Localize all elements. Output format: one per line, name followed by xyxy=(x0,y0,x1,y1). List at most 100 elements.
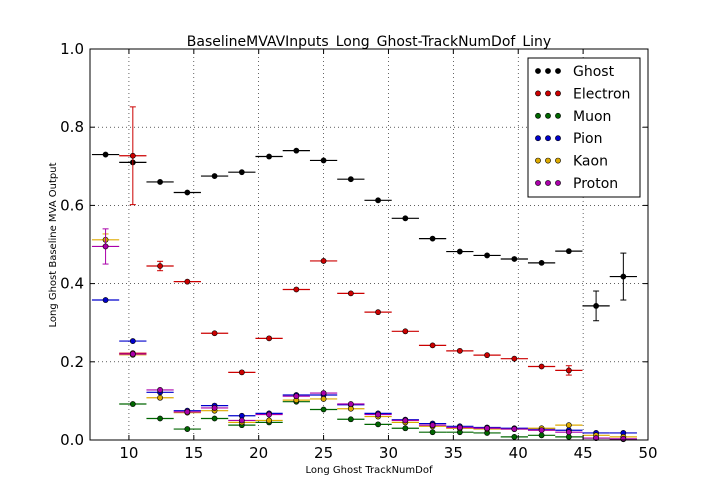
legend-marker xyxy=(535,68,541,74)
data-point xyxy=(184,426,191,432)
data-point xyxy=(375,411,381,418)
legend: Ghost Electron Muon Pion Kaon Proton xyxy=(527,57,641,198)
legend-marker xyxy=(555,157,561,164)
data-point xyxy=(511,256,518,262)
data-point xyxy=(102,297,109,303)
axis-ticks: 10 15 20 25 30 35 40 45 50 0.0 0.2 0.4 0.6 0.8 1.0 xyxy=(60,40,657,462)
series-ghost xyxy=(91,147,637,322)
data-point xyxy=(565,422,572,429)
legend-label: Muon xyxy=(573,109,611,125)
legend-marker xyxy=(535,180,541,186)
data-point xyxy=(266,153,272,160)
data-point xyxy=(102,151,109,158)
data-point xyxy=(238,369,245,376)
data-point xyxy=(266,417,272,424)
data-point xyxy=(375,197,381,204)
x-tick-label: 35 xyxy=(444,444,463,462)
series-electron xyxy=(119,106,583,376)
legend-marker xyxy=(555,135,561,142)
data-point xyxy=(402,328,409,335)
legend-marker xyxy=(545,157,551,164)
data-point xyxy=(538,432,545,439)
data-point xyxy=(538,427,545,434)
data-point xyxy=(157,415,163,422)
data-point xyxy=(129,351,136,357)
data-point xyxy=(211,415,218,422)
data-point xyxy=(157,263,163,269)
data-point xyxy=(565,367,572,374)
data-point xyxy=(238,417,245,424)
y-tick-label: 1.0 xyxy=(60,40,84,58)
x-tick-label: 10 xyxy=(119,444,138,462)
data-point xyxy=(429,342,436,349)
data-point xyxy=(429,429,436,436)
legend-marker xyxy=(545,68,551,74)
chart-title: BaselineMVAVInputs_Long_Ghost-TrackNumDo… xyxy=(187,34,551,50)
x-tick-label: 15 xyxy=(184,444,203,462)
legend-marker xyxy=(535,112,541,119)
data-point xyxy=(129,338,136,344)
data-point xyxy=(347,416,354,423)
legend-marker xyxy=(545,180,551,186)
data-point xyxy=(511,355,518,362)
legend-label: Kaon xyxy=(573,154,608,170)
data-point xyxy=(620,273,627,280)
legend-label: Electron xyxy=(573,86,630,102)
data-point xyxy=(184,189,191,196)
legend-marker xyxy=(555,112,561,119)
data-point xyxy=(320,396,327,402)
data-point xyxy=(484,252,490,259)
series-proton xyxy=(91,228,637,442)
legend-marker xyxy=(555,180,561,186)
data-point xyxy=(347,176,354,183)
data-point xyxy=(402,425,409,432)
x-tick-label: 20 xyxy=(249,444,268,462)
legend-marker xyxy=(555,90,561,97)
y-tick-label: 0.0 xyxy=(60,431,84,449)
data-point xyxy=(347,401,354,407)
data-point xyxy=(293,147,300,154)
legend-marker xyxy=(535,135,541,142)
data-point xyxy=(184,408,191,415)
legend-marker xyxy=(535,90,541,97)
data-point xyxy=(538,259,545,266)
data-point xyxy=(620,435,627,442)
data-point xyxy=(320,157,327,164)
series-kaon xyxy=(91,233,637,440)
data-point xyxy=(102,243,109,250)
data-point xyxy=(511,433,518,440)
data-point xyxy=(157,179,163,185)
data-point xyxy=(565,429,572,436)
data-point xyxy=(511,426,518,432)
data-point xyxy=(293,286,300,293)
y-tick-label: 0.6 xyxy=(60,196,84,214)
data-point xyxy=(211,173,218,179)
data-point xyxy=(402,215,409,222)
data-point xyxy=(429,235,436,242)
data-point xyxy=(456,424,463,431)
data-point xyxy=(238,169,245,176)
data-point xyxy=(456,347,463,354)
x-axis-label: Long Ghost TrackNumDof xyxy=(306,465,433,476)
data-point xyxy=(593,302,599,309)
plot-frame xyxy=(89,48,649,441)
data-point xyxy=(456,248,463,255)
data-point xyxy=(538,363,545,370)
data-point xyxy=(593,435,599,441)
legend-marker xyxy=(555,68,561,74)
legend-label: Pion xyxy=(573,131,602,147)
data-point xyxy=(429,422,436,429)
legend-marker xyxy=(545,112,551,119)
legend-marker xyxy=(545,135,551,142)
legend-marker xyxy=(545,90,551,97)
data-point xyxy=(375,309,381,316)
data-point xyxy=(402,417,409,424)
x-tick-label: 45 xyxy=(574,444,593,462)
data-point xyxy=(320,258,327,264)
y-axis-label: Long Ghost Baseline MVA Output xyxy=(48,162,59,327)
y-tick-label: 0.4 xyxy=(60,275,84,293)
data-point xyxy=(320,390,327,396)
data-point xyxy=(266,411,272,418)
legend-marker xyxy=(535,157,541,164)
